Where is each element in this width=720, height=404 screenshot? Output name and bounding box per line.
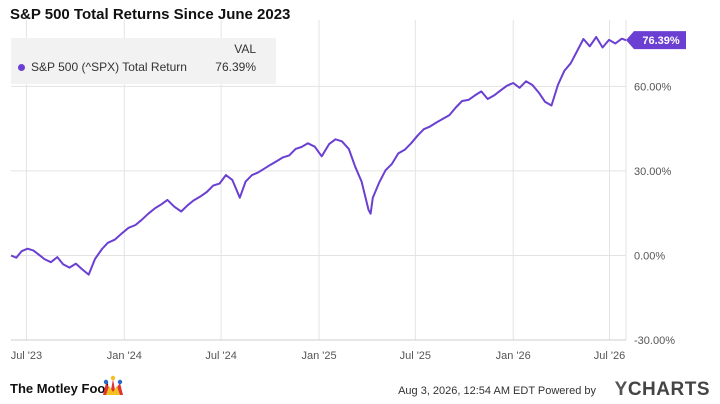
- ycharts-logo: YCHARTS: [615, 379, 710, 401]
- line-chart: -30.00%0.00%30.00%60.00% Jul '23 Jan '24 J…: [10, 20, 686, 362]
- legend-series-value: 76.39%: [215, 60, 256, 74]
- x-tick-label: Jul '23: [11, 350, 42, 362]
- series-layer: [10, 36, 627, 276]
- x-tick-label: Jul '24: [205, 350, 236, 362]
- motley-fool-logo: The Motley Fool.: [10, 381, 113, 396]
- y-tick-label: -30.00%: [634, 335, 675, 347]
- legend: VAL S&P 500 (^SPX) Total Return 76.39%: [11, 38, 276, 84]
- series-line: [10, 36, 627, 276]
- x-tick-label: Jul '25: [400, 350, 431, 362]
- x-tick-label: Jul '26: [594, 350, 625, 362]
- y-axis-ticks: -30.00% 0.00% 30.00% 60.00%: [634, 81, 675, 347]
- ycharts-mark: Y: [614, 379, 628, 400]
- y-tick-label: 0.00%: [634, 250, 665, 262]
- y-tick-label: 30.00%: [634, 166, 672, 178]
- grid-lines: [11, 20, 627, 341]
- x-tick-label: Jan '24: [107, 350, 142, 362]
- jester-hat-icon: [103, 375, 123, 395]
- chart-title: S&P 500 Total Returns Since June 2023: [10, 6, 291, 23]
- legend-value-header: VAL: [234, 42, 256, 56]
- x-tick-label: Jan '25: [301, 350, 336, 362]
- ycharts-wordmark: CHARTS: [627, 379, 710, 400]
- timestamp: Aug 3, 2026, 12:54 AM EDT Powered by: [398, 385, 596, 397]
- x-tick-label: Jan '26: [496, 350, 531, 362]
- last-value-flag: 76.39%: [626, 31, 686, 50]
- footer: The Motley Fool. Aug 3, 2026, 12:54 AM E…: [0, 375, 720, 404]
- legend-series-name: S&P 500 (^SPX) Total Return: [31, 60, 187, 74]
- x-axis-ticks: Jul '23 Jan '24 Jul '24 Jan '25 Jul '25 Jan '…: [11, 350, 626, 362]
- legend-series-dot: [18, 64, 25, 71]
- last-value-flag-label: 76.39%: [642, 35, 680, 47]
- last-value-flag-shape: [626, 31, 686, 50]
- y-tick-label: 60.00%: [634, 81, 672, 93]
